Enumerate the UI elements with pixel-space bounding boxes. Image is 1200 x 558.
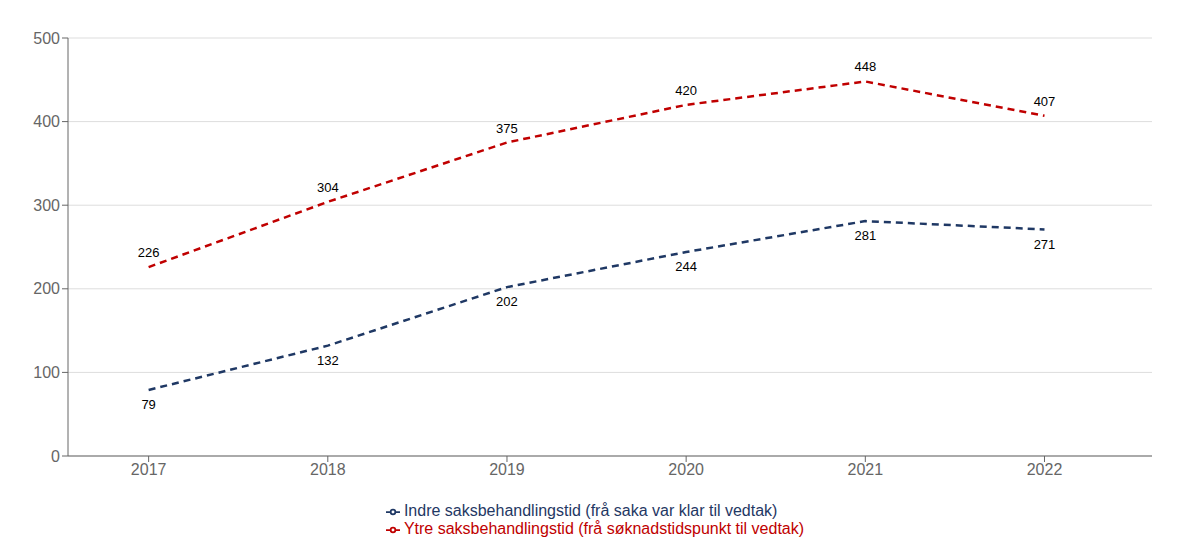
svg-text:271: 271 bbox=[1034, 237, 1056, 252]
html-text:Ytre saksbehandlingstid (frå s: Ytre saksbehandlingstid (frå søknadstids… bbox=[403, 520, 805, 537]
svg-text:202: 202 bbox=[496, 294, 518, 309]
svg-text:281: 281 bbox=[854, 228, 876, 243]
svg-text:375: 375 bbox=[496, 121, 518, 136]
svg-text:420: 420 bbox=[675, 83, 697, 98]
svg-text:79: 79 bbox=[141, 397, 155, 412]
svg-text:2021: 2021 bbox=[848, 461, 884, 478]
svg-text:2020: 2020 bbox=[668, 461, 704, 478]
svg-text:2017: 2017 bbox=[131, 461, 167, 478]
svg-text:132: 132 bbox=[317, 353, 339, 368]
svg-text:2022: 2022 bbox=[1027, 461, 1063, 478]
svg-text:2018: 2018 bbox=[310, 461, 346, 478]
svg-text:500: 500 bbox=[33, 30, 60, 47]
svg-text:448: 448 bbox=[854, 59, 876, 74]
svg-text:244: 244 bbox=[675, 259, 697, 274]
svg-text:300: 300 bbox=[33, 197, 60, 214]
svg-text:304: 304 bbox=[317, 180, 339, 195]
html-text:Indre saksbehandlingstid (frå: Indre saksbehandlingstid (frå saka var k… bbox=[403, 502, 778, 519]
svg-text:2019: 2019 bbox=[489, 461, 525, 478]
svg-text:200: 200 bbox=[33, 280, 60, 297]
svg-text:226: 226 bbox=[138, 245, 160, 260]
svg-text:400: 400 bbox=[33, 113, 60, 130]
svg-text:100: 100 bbox=[33, 364, 60, 381]
svg-text:0: 0 bbox=[51, 448, 60, 465]
svg-text:407: 407 bbox=[1034, 94, 1056, 109]
